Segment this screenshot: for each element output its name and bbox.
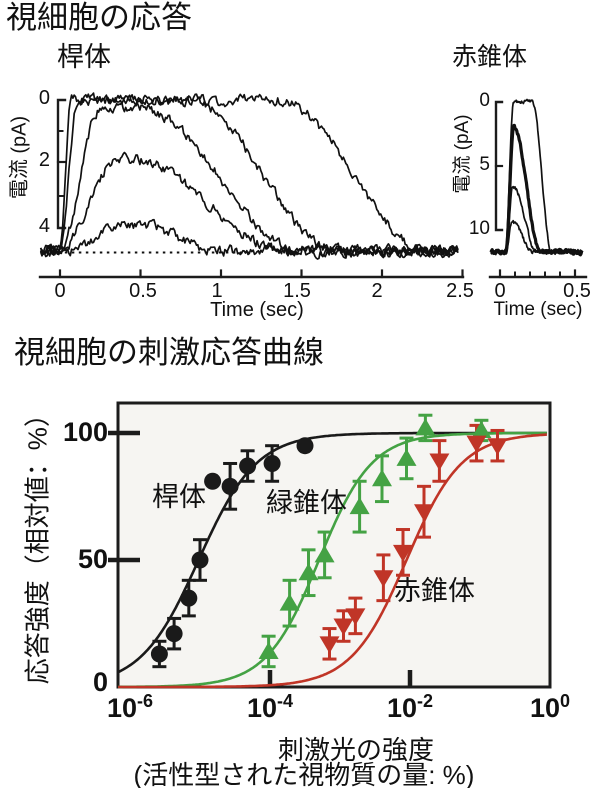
rod-xtick-2: 1 [211, 280, 223, 302]
dose-xtick-1e-6-exp: -6 [137, 691, 154, 711]
rod-x-axis-label: Time (sec) [210, 299, 304, 321]
cone-x-axis-label: Time (sec) [493, 299, 583, 320]
rod-series-label: 桿体 [152, 482, 206, 512]
rod-ytick-1: 2 [38, 149, 50, 171]
rod-ytick-0: 0 [38, 87, 50, 109]
dose-x-axis-label-line1: 刺激光の強度 [277, 735, 434, 765]
dose-xtick-1e0-exp: 0 [560, 691, 571, 711]
dose-xtick-1e-2-exp: -2 [417, 691, 434, 711]
rod-xtick-1: 0.5 [129, 280, 157, 302]
dose-xtick-1e-2-base: 10 [386, 693, 418, 723]
red-cone-series-label: 赤錐体 [394, 576, 475, 606]
dose-x-axis-label-line2: (活性型された視物質の量: %) [133, 760, 475, 788]
cone-ytick-2: 10 [468, 218, 490, 239]
dose-xtick-1e0: 100 [510, 691, 590, 723]
section1-title: 視細胞の応答 [6, 0, 192, 35]
dose-xtick-1e0-base: 10 [529, 693, 561, 723]
rod-ytick-2: 4 [38, 215, 50, 237]
dose-xtick-1e-4-exp: -4 [277, 691, 294, 711]
dose-xtick-1e-6-base: 10 [106, 693, 138, 723]
rod-xtick-4: 2 [371, 280, 383, 302]
rod-xtick-5: 2.5 [446, 280, 474, 302]
rod-xtick-0: 0 [54, 280, 66, 302]
section2-title: 視細胞の刺激応答曲線 [14, 335, 324, 370]
dose-xtick-1e-4: 10-4 [230, 691, 310, 723]
dose-ytick-0: 0 [92, 667, 108, 697]
cone-ytick-0: 0 [479, 90, 490, 111]
rod-panel-title: 桿体 [57, 42, 111, 72]
green-cone-series-label: 緑錐体 [266, 488, 347, 518]
cone-xtick-0: 0 [494, 280, 506, 302]
cone-ytick-1: 5 [479, 154, 490, 175]
dose-xtick-1e-2: 10-2 [370, 691, 450, 723]
dose-ytick-100: 100 [62, 417, 108, 447]
dose-xtick-1e-6: 10-6 [90, 691, 170, 723]
cone-panel-title: 赤錐体 [452, 43, 528, 71]
cone-xtick-1: 0.5 [563, 280, 591, 302]
rod-xtick-3: 1.5 [283, 280, 311, 302]
dose-xtick-1e-4-base: 10 [246, 693, 278, 723]
dose-ytick-50: 50 [77, 544, 108, 574]
